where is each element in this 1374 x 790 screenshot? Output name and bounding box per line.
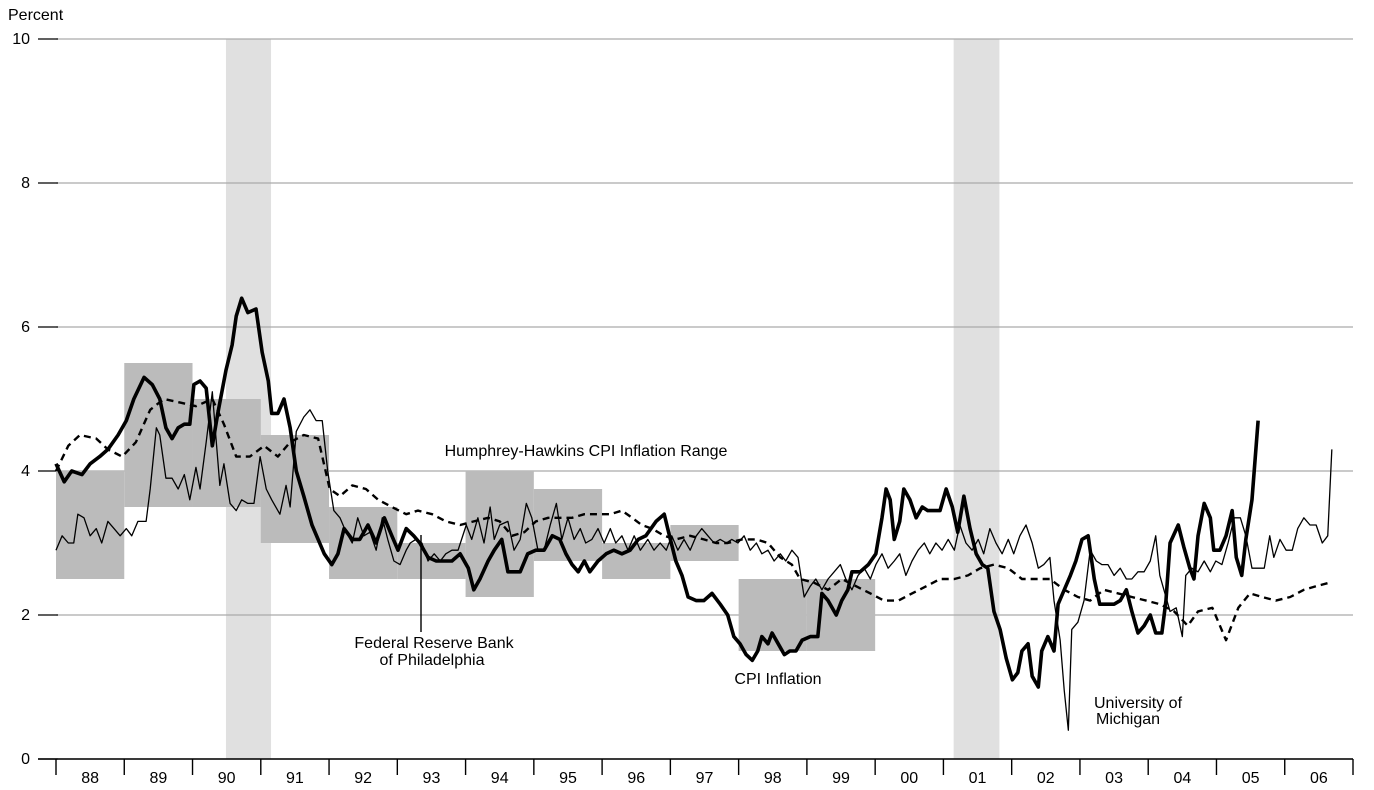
- target-range: [602, 543, 671, 579]
- range-label: Humphrey-Hawkins CPI Inflation Range: [445, 443, 728, 460]
- x-tick-label: 01: [969, 770, 987, 787]
- x-tick-label: 04: [1173, 770, 1191, 787]
- x-tick-label: 03: [1105, 770, 1123, 787]
- y-tick-label: 0: [21, 751, 30, 768]
- y-tick-label: 8: [21, 175, 30, 192]
- x-tick-label: 02: [1037, 770, 1055, 787]
- series-label: of Philadelphia: [380, 652, 485, 669]
- target-range: [738, 579, 807, 651]
- x-tick-label: 91: [286, 770, 304, 787]
- y-tick-label: 6: [21, 319, 30, 336]
- x-tick-label: 06: [1310, 770, 1328, 787]
- x-tick-label: 97: [696, 770, 714, 787]
- x-tick-label: 92: [354, 770, 372, 787]
- x-tick-label: 88: [81, 770, 99, 787]
- target-range: [124, 363, 193, 507]
- target-range: [192, 399, 261, 507]
- x-tick-label: 95: [559, 770, 577, 787]
- x-tick-label: 00: [900, 770, 918, 787]
- x-tick-label: 99: [832, 770, 850, 787]
- series-line: [55, 391, 1333, 731]
- series-line: [54, 397, 1331, 642]
- x-tick-label: 89: [149, 770, 167, 787]
- target-range: [806, 579, 876, 651]
- x-tick-label: 05: [1242, 770, 1260, 787]
- target-range: [56, 471, 125, 579]
- x-tick-label: 94: [491, 770, 509, 787]
- x-tick-label: 93: [423, 770, 441, 787]
- recession-band: [953, 39, 1000, 759]
- x-tick-label: 90: [218, 770, 236, 787]
- y-tick-label: 10: [12, 31, 30, 48]
- x-tick-label: 96: [627, 770, 645, 787]
- target-range: [465, 471, 534, 597]
- y-tick-label: 2: [21, 607, 30, 624]
- series-label: Federal Reserve Bank: [354, 635, 514, 652]
- x-tick-label: 98: [764, 770, 782, 787]
- series-label: Michigan: [1096, 711, 1160, 728]
- series-label: CPI Inflation: [734, 671, 821, 688]
- y-tick-label: 4: [21, 463, 30, 480]
- y-axis-label: Percent: [8, 7, 64, 24]
- series-label: University of: [1094, 695, 1183, 712]
- series-line: [54, 296, 1260, 689]
